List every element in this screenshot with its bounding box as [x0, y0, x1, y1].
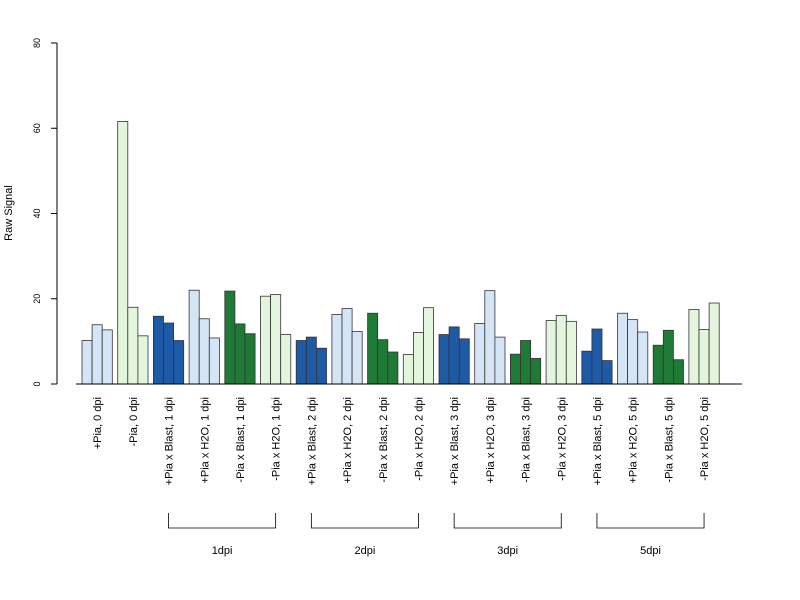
bar [509, 353, 521, 385]
bar [591, 328, 603, 385]
bar [688, 309, 700, 385]
bar [530, 358, 542, 385]
group-label: 1dpi [212, 545, 233, 557]
bar [270, 294, 282, 385]
bar [315, 347, 327, 385]
bar [617, 312, 629, 385]
bars-layer [81, 121, 720, 385]
category-label: +Pia x H2O, 5 dpi [628, 397, 640, 484]
bar [341, 308, 353, 385]
bar [662, 329, 674, 385]
category-label: -Pia x H2O, 3 dpi [556, 397, 568, 481]
category-label: +Pia x H2O, 1 dpi [199, 397, 211, 484]
bar [423, 307, 435, 385]
bar [458, 338, 470, 385]
y-tick-label: 40 [32, 208, 42, 218]
bar [412, 332, 424, 385]
bar [234, 323, 246, 385]
category-label: -Pia, 0 dpi [128, 397, 140, 447]
bar [152, 315, 164, 385]
category-label: +Pia x Blast, 2 dpi [306, 397, 318, 485]
category-label: +Pia, 0 dpi [92, 397, 104, 449]
group-label: 3dpi [497, 545, 518, 557]
bar [377, 339, 389, 385]
bar [581, 350, 593, 385]
bar [188, 289, 200, 385]
category-label: -Pia x Blast, 3 dpi [521, 397, 533, 483]
category-label: -Pia x Blast, 2 dpi [378, 397, 390, 483]
bar [637, 331, 649, 385]
y-tick-label: 0 [32, 381, 42, 386]
group-bracket [596, 513, 705, 529]
bar [127, 306, 139, 385]
bar [81, 340, 93, 385]
bar [295, 340, 307, 385]
bar [351, 331, 363, 385]
bar [520, 340, 532, 385]
bar [137, 335, 149, 385]
bar [698, 329, 710, 385]
group-label: 2dpi [355, 545, 376, 557]
y-tick-label: 20 [32, 294, 42, 304]
y-axis-title: Raw Signal [3, 185, 15, 241]
bar [244, 333, 256, 385]
bar [91, 324, 103, 385]
bar [448, 326, 460, 385]
category-label: +Pia x Blast, 5 dpi [592, 397, 604, 485]
bar [555, 314, 567, 385]
bar [601, 360, 613, 385]
category-labels-layer: +Pia, 0 dpi -Pia, 0 dpi +Pia x Blast, 1 dp… [92, 397, 711, 485]
bar [260, 295, 272, 385]
bar [474, 323, 486, 385]
category-label: -Pia x H2O, 5 dpi [699, 397, 711, 481]
group-bracket [310, 513, 419, 529]
bar [208, 337, 220, 385]
axes-layer: 0 20 40 60 80 [32, 38, 742, 387]
y-tick-label: 80 [32, 38, 42, 48]
bar [280, 334, 292, 385]
group-bracket [168, 513, 277, 529]
bar [331, 314, 343, 385]
bar [305, 336, 317, 385]
category-label: +Pia x H2O, 3 dpi [485, 397, 497, 484]
group-bracket [453, 513, 562, 529]
category-label: -Pia x H2O, 2 dpi [413, 397, 425, 481]
group-brackets-layer: 1dpi 2dpi 3dpi 5dpi [168, 513, 705, 557]
bar [224, 290, 236, 385]
group-label: 5dpi [640, 545, 661, 557]
bar [117, 121, 129, 385]
bar [173, 340, 185, 385]
bar [545, 320, 557, 385]
bar [565, 320, 577, 385]
category-label: +Pia x Blast, 3 dpi [449, 397, 461, 485]
category-label: +Pia x H2O, 2 dpi [342, 397, 354, 484]
bar [367, 312, 379, 385]
category-label: +Pia x Blast, 1 dpi [164, 397, 176, 485]
y-tick-label: 60 [32, 123, 42, 133]
bar [708, 302, 720, 385]
bar [387, 351, 399, 385]
bar [494, 336, 506, 385]
bar [198, 318, 210, 385]
bar [652, 344, 664, 385]
category-label: -Pia x H2O, 1 dpi [271, 397, 283, 481]
bar [101, 329, 113, 385]
bar [484, 290, 496, 385]
bar [163, 322, 175, 385]
bar [627, 319, 639, 385]
bar [438, 334, 450, 385]
category-label: -Pia x Blast, 1 dpi [235, 397, 247, 483]
bar [402, 354, 414, 385]
category-label: -Pia x Blast, 5 dpi [663, 397, 675, 483]
bar [673, 359, 684, 385]
